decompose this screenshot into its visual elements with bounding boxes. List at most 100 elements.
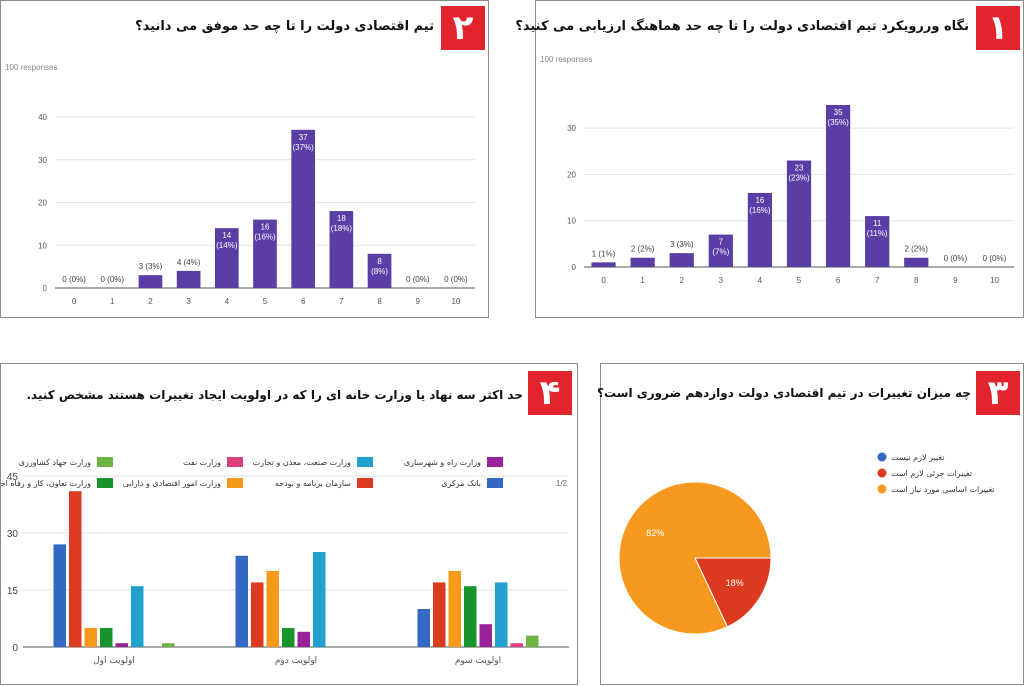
- data-label: 0 (0%): [444, 275, 468, 284]
- y-tick-label: 45: [7, 472, 19, 483]
- panel-q4: ۴ حد اکثر سه نهاد یا وزارت خانه ای را که…: [0, 363, 578, 685]
- bar: [786, 160, 812, 267]
- bar: [591, 262, 616, 267]
- bar: [266, 571, 279, 647]
- bar: [282, 628, 295, 647]
- x-tick-label: 10: [990, 276, 999, 285]
- legend-marker: [357, 478, 373, 488]
- bar: [313, 552, 326, 647]
- x-tick-label: 1: [110, 297, 115, 306]
- y-tick-label: 0: [12, 643, 18, 654]
- x-tick-label: 5: [263, 297, 268, 306]
- badge-q1: ۱: [976, 6, 1020, 50]
- bar: [100, 628, 113, 647]
- legend-label: وزارت راه و شهرسازی: [404, 458, 481, 467]
- data-label: (35%): [827, 118, 849, 127]
- bar: [131, 586, 144, 647]
- data-label: 1 (1%): [592, 249, 616, 258]
- y-tick-label: 10: [38, 241, 47, 250]
- bar: [253, 219, 277, 288]
- bar: [630, 257, 655, 267]
- bar: [329, 211, 354, 288]
- data-label: 35: [834, 108, 843, 117]
- legend-marker: [357, 457, 373, 467]
- data-label: 0 (0%): [406, 275, 430, 284]
- data-label: 18: [337, 214, 346, 223]
- y-tick-label: 40: [38, 113, 47, 122]
- data-label: 37: [299, 133, 308, 142]
- x-tick-label: 7: [339, 297, 344, 306]
- legend-page-indicator: 1/2: [556, 479, 568, 488]
- x-tick-label: 4: [758, 276, 763, 285]
- bar: [367, 253, 392, 288]
- legend-label: تغییرات جزئی لازم است: [891, 469, 972, 478]
- slice-label: 18%: [726, 578, 744, 588]
- bar: [297, 631, 310, 647]
- badge-q3: ۳: [976, 371, 1020, 415]
- data-label: 16: [755, 196, 764, 205]
- data-label: 11: [873, 219, 882, 228]
- data-label: 4 (4%): [177, 258, 201, 267]
- bar: [825, 105, 851, 267]
- data-label: 0 (0%): [100, 275, 124, 284]
- y-tick-label: 30: [567, 124, 576, 133]
- panel-q2: ۲ تیم اقتصادی دولت را تا چه حد موفق می د…: [0, 0, 489, 318]
- chart-q4: 0 15 30 45 اولویت اول اولویت دوم اولویت سوم بان…: [1, 457, 569, 666]
- chart-q2: 0 10 20 30 40 0 0 (0%) 1 0 (0%) 2 3 (3%) 3 4 (4%) 4 14…: [38, 113, 475, 306]
- legend-label: تغییر لازم نیست: [891, 453, 944, 462]
- data-label: 3 (3%): [139, 262, 163, 271]
- pie-slice: [618, 481, 772, 635]
- x-tick-label: 9: [416, 297, 421, 306]
- y-tick-label: 15: [7, 586, 19, 597]
- legend-marker: [227, 478, 243, 488]
- y-tick-label: 30: [7, 529, 19, 540]
- legend-marker: [227, 457, 243, 467]
- x-tick-label: اولویت دوم: [275, 656, 317, 666]
- data-label: (16%): [749, 206, 771, 215]
- bar: [53, 544, 66, 647]
- chart-q3: 18% 82% تغییر لازم نیست تغییرات جزئی لازم ا…: [618, 452, 995, 635]
- data-label: (23%): [788, 174, 810, 183]
- x-tick-label: 9: [953, 276, 958, 285]
- question-title-q4: حد اکثر سه نهاد یا وزارت خانه ای را که د…: [26, 388, 523, 402]
- y-tick-label: 20: [567, 170, 576, 179]
- panel-q3: ۳ چه میزان تغییرات در تیم اقتصادی دولت د…: [597, 363, 1024, 685]
- legend-marker: [487, 457, 503, 467]
- data-label: 2 (2%): [631, 245, 655, 254]
- data-label: 2 (2%): [904, 245, 928, 254]
- legend-marker: [487, 478, 503, 488]
- data-label: 0 (0%): [62, 275, 86, 284]
- legend-label: وزارت جهاد کشاورزی: [19, 458, 91, 467]
- legend-label: وزارت نفت: [183, 458, 221, 467]
- x-tick-label: 1: [640, 276, 645, 285]
- bar: [448, 571, 461, 647]
- bar: [464, 586, 477, 647]
- bar: [291, 129, 316, 288]
- data-label: (7%): [712, 248, 729, 257]
- x-tick-label: 10: [451, 297, 460, 306]
- legend-label: بانک مرکزی: [441, 479, 481, 488]
- bar: [69, 491, 82, 647]
- bar: [747, 192, 773, 267]
- bar: [479, 624, 492, 647]
- legend-marker: [97, 478, 113, 488]
- bar: [865, 216, 890, 267]
- x-tick-label: 6: [301, 297, 306, 306]
- bar: [115, 643, 128, 647]
- bar: [417, 609, 430, 647]
- question-title-q1: نگاه وررویکرد تیم اقتصادی دولت را تا چه …: [515, 19, 969, 34]
- legend-label: سازمان برنامه و بودجه: [275, 479, 351, 488]
- legend-label: وزارت امور اقتصادی و دارایی: [123, 479, 221, 488]
- bar: [84, 628, 97, 647]
- data-label: (18%): [331, 224, 353, 233]
- y-tick-label: 0: [43, 284, 48, 293]
- bar: [669, 253, 694, 267]
- bar: [176, 270, 201, 288]
- pie-slice: [694, 557, 772, 628]
- data-label: 3 (3%): [670, 240, 694, 249]
- x-tick-label: 0: [601, 276, 606, 285]
- bar: [510, 643, 523, 647]
- x-tick-label: 2: [680, 276, 685, 285]
- bar: [138, 275, 163, 288]
